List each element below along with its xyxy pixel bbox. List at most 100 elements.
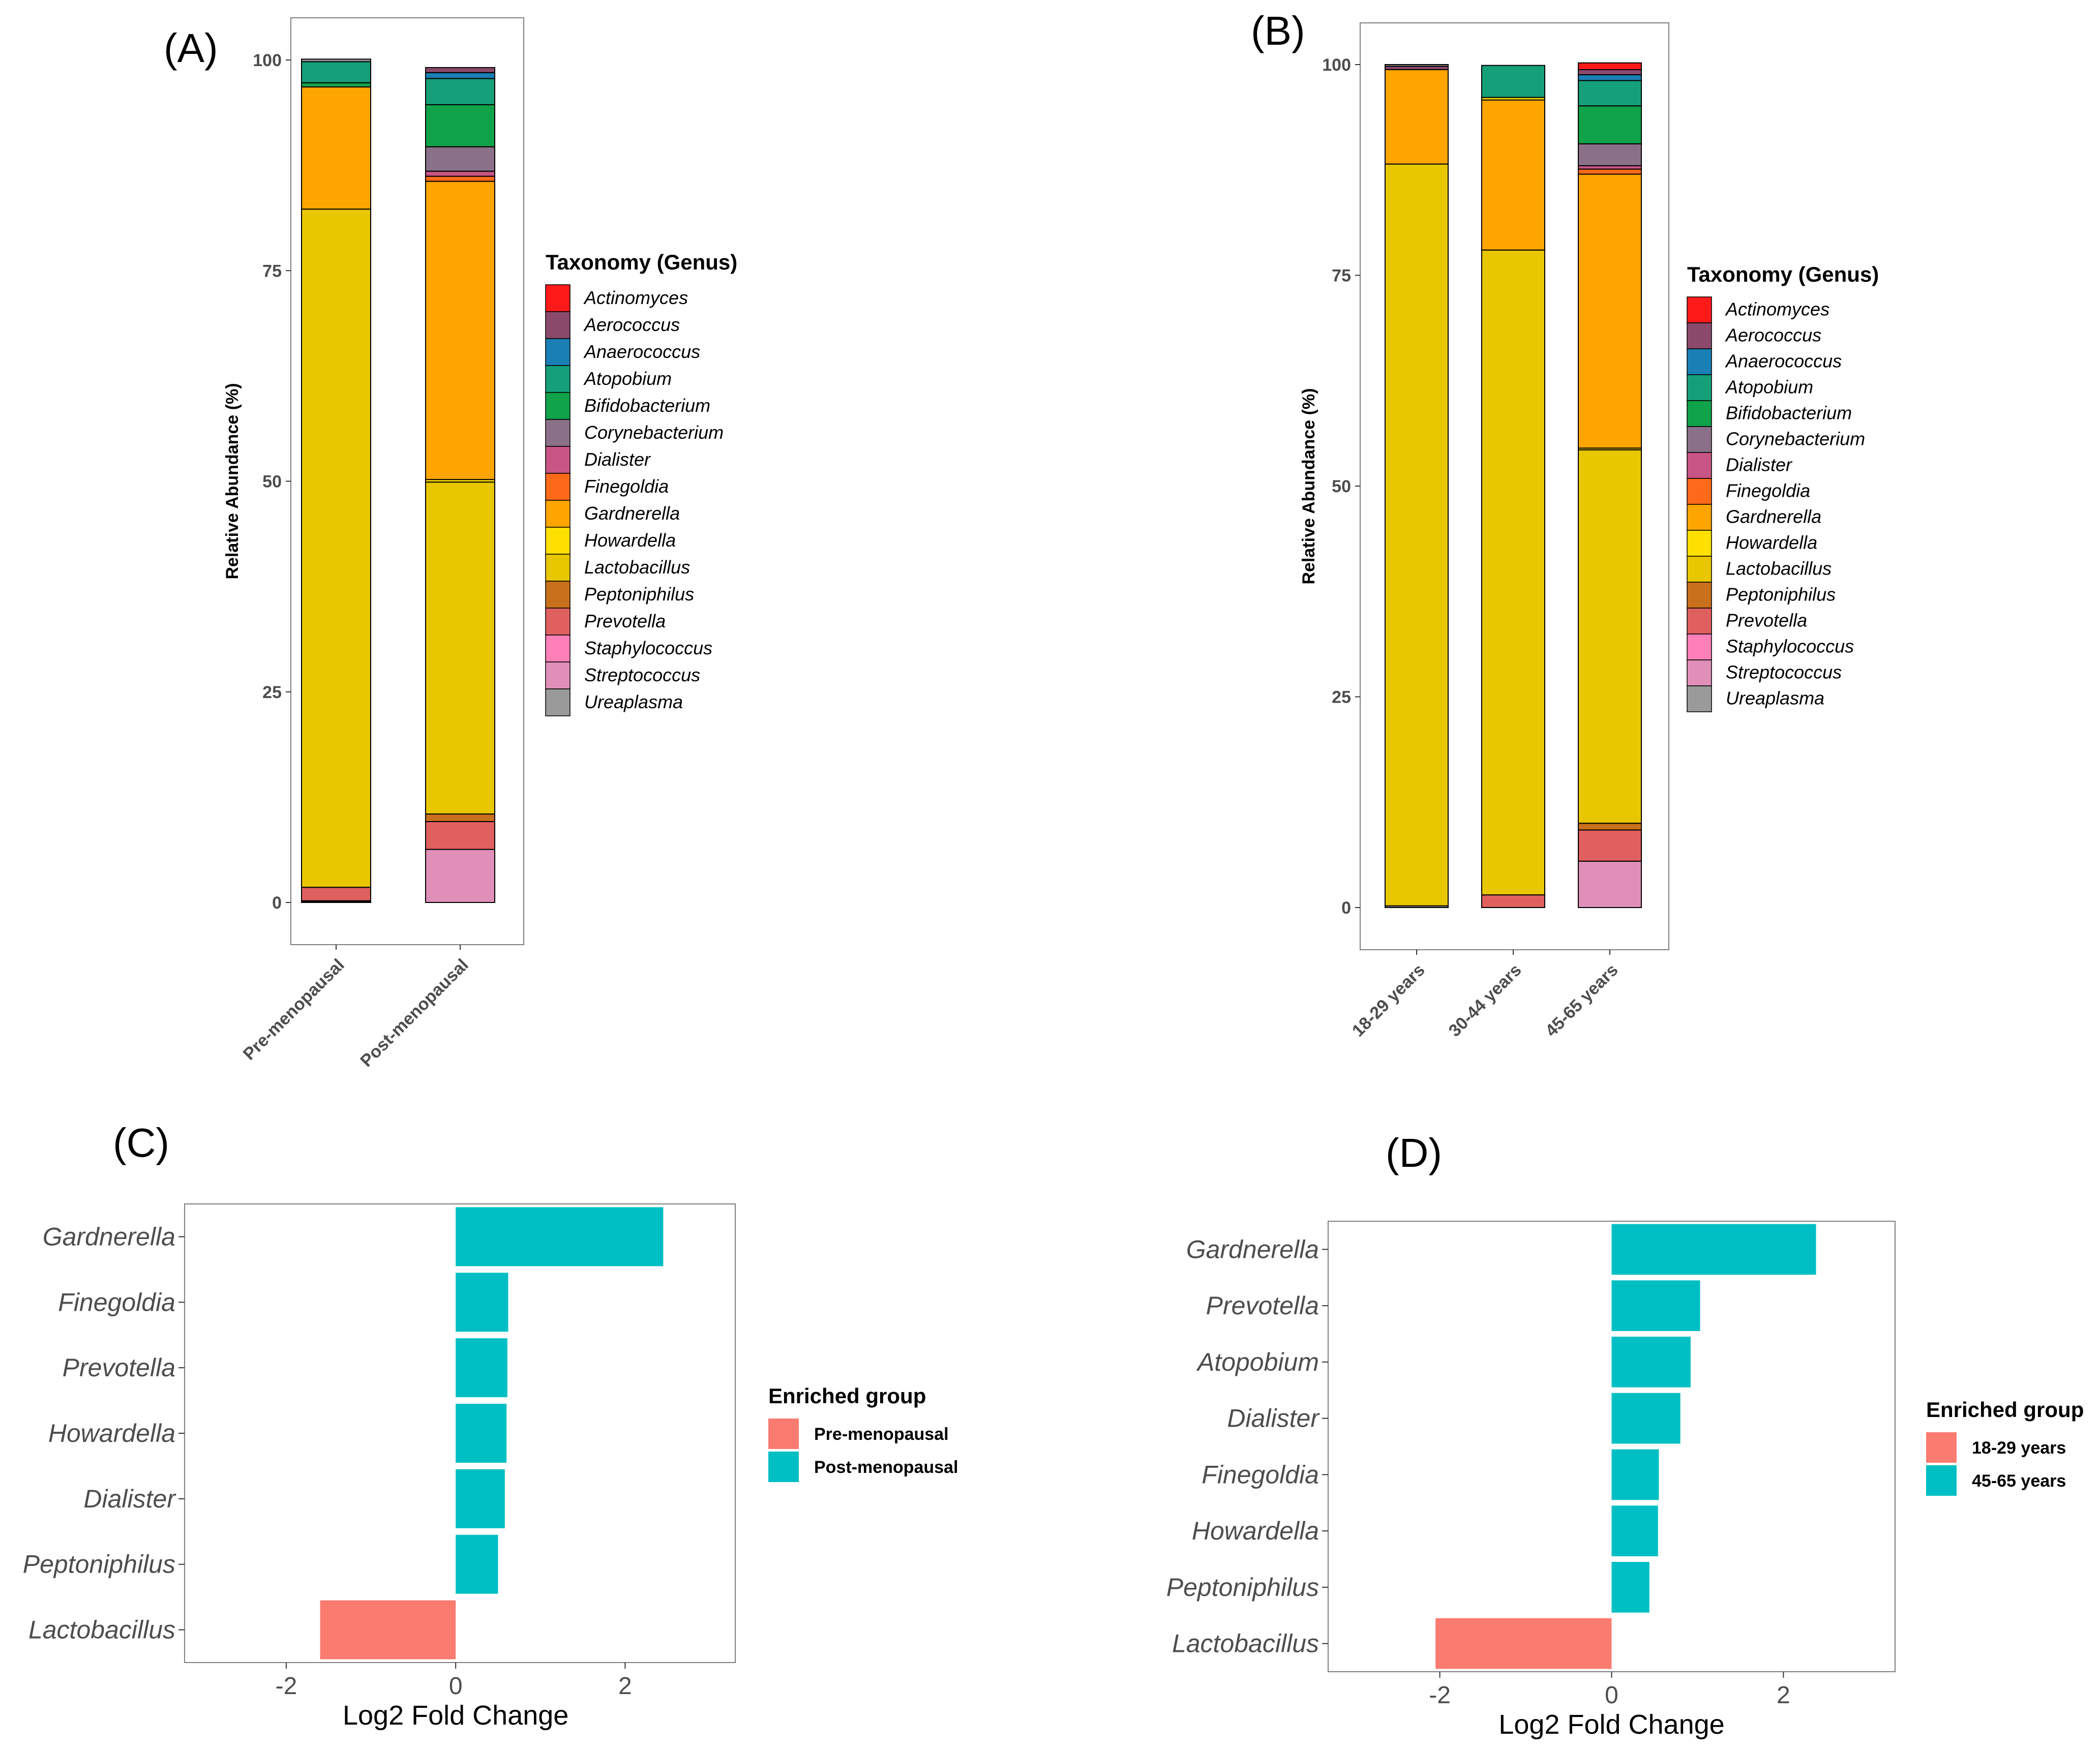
legend-label-18-29-years: 18-29 years <box>1972 1438 2066 1458</box>
legend-swatch-ureaplasma <box>545 688 571 716</box>
legend-title: Enriched group <box>768 1384 926 1408</box>
legend-swatch-gardnerella <box>1687 504 1712 531</box>
legend-label-peptoniphilus: Peptoniphilus <box>584 584 694 605</box>
legend-label-anaerococcus: Anaerococcus <box>583 341 700 362</box>
bar-segment-gardnerella <box>301 86 371 210</box>
y-tick-label: 50 <box>1332 477 1351 496</box>
x-tick-label: 45-65 years <box>1542 960 1622 1041</box>
legend-label-actinomyces: Actinomyces <box>1725 299 1829 320</box>
bar-lactobacillus <box>320 1600 456 1660</box>
legend-swatch-prevotella <box>1687 608 1712 635</box>
bar-segment-lactobacillus <box>1578 449 1642 824</box>
category-label-atopobium: Atopobium <box>1196 1348 1319 1376</box>
legend-swatch-staphylococcus <box>545 635 571 662</box>
category-label-gardnerella: Gardnerella <box>43 1222 175 1251</box>
x-tick-label: 0 <box>449 1673 463 1700</box>
x-tick-label: 18-29 years <box>1348 960 1429 1041</box>
legend-swatch-howardella <box>1687 530 1712 557</box>
legend-label-dialister: Dialister <box>584 449 651 470</box>
x-tick-label: 2 <box>618 1673 632 1700</box>
bar-segment-streptococcus <box>425 849 495 903</box>
legend-swatch-gardnerella <box>545 500 571 528</box>
bar-segment-gardnerella <box>425 180 495 480</box>
category-label-lactobacillus: Lactobacillus <box>1172 1630 1319 1658</box>
legend-label-anaerococcus: Anaerococcus <box>1725 351 1842 372</box>
bar-segment-bifidobacterium <box>301 82 371 88</box>
legend-title: Taxonomy (Genus) <box>546 250 737 274</box>
legend-swatch-aerococcus <box>545 311 571 339</box>
legend-label-bifidobacterium: Bifidobacterium <box>584 395 710 416</box>
legend-label-gardnerella: Gardnerella <box>584 503 680 524</box>
legend-label-gardnerella: Gardnerella <box>1726 506 1821 527</box>
legend-swatch-staphylococcus <box>1687 633 1712 660</box>
legend-swatch-actinomyces <box>545 284 571 312</box>
legend-swatch-corynebacterium <box>1687 426 1712 453</box>
panel-label-a: (A) <box>164 25 218 71</box>
legend-swatch-bifidobacterium <box>1687 400 1712 427</box>
legend-label-howardella: Howardella <box>1726 532 1817 553</box>
bar-segment-lactobacillus <box>425 481 495 815</box>
legend-swatch-peptoniphilus <box>1687 582 1712 609</box>
bar-segment-corynebacterium <box>1578 143 1642 166</box>
y-tick-label: 75 <box>262 261 282 281</box>
legend-label-streptococcus: Streptococcus <box>584 665 700 685</box>
legend-label-prevotella: Prevotella <box>584 611 666 631</box>
y-tick-label: 0 <box>272 893 282 913</box>
legend-swatch-atopobium <box>1687 374 1712 401</box>
legend-swatch-prevotella <box>545 608 571 636</box>
bar-segment-lactobacillus <box>1385 163 1449 907</box>
x-tick-label: Pre-menopausal <box>239 955 348 1064</box>
y-tick-label: 100 <box>1322 55 1351 75</box>
legend-label-staphylococcus: Staphylococcus <box>584 638 712 658</box>
panel-label-b: (B) <box>1251 8 1305 53</box>
category-label-finegoldia: Finegoldia <box>58 1288 175 1316</box>
y-axis-label: Relative Abundance (%) <box>1299 388 1318 584</box>
legend-label-aerococcus: Aerococcus <box>583 314 680 335</box>
bar-finegoldia <box>456 1273 508 1332</box>
x-tick-label: Post-menopausal <box>356 955 472 1071</box>
bar-segment-atopobium <box>1578 80 1642 107</box>
y-tick-label: 25 <box>1332 688 1351 707</box>
bar-segment-streptococcus <box>1578 860 1642 909</box>
bar-segment-prevotella <box>1481 894 1545 909</box>
x-tick-label: -2 <box>276 1673 297 1700</box>
x-axis-title: Log2 Fold Change <box>1498 1709 1724 1740</box>
legend-label-peptoniphilus: Peptoniphilus <box>1726 584 1836 605</box>
bar-atopobium <box>1611 1337 1691 1387</box>
bar-segment-finegoldia <box>1578 168 1642 175</box>
bar-segment-atopobium <box>1481 65 1545 98</box>
bar-segment-gardnerella <box>1578 173 1642 449</box>
bar-segment-finegoldia <box>425 175 495 182</box>
legend-swatch-finegoldia <box>545 473 571 501</box>
legend-label-ureaplasma: Ureaplasma <box>584 691 683 712</box>
legend-swatch-streptococcus <box>1687 659 1712 686</box>
category-label-howardella: Howardella <box>1192 1517 1319 1545</box>
category-label-finegoldia: Finegoldia <box>1202 1460 1319 1489</box>
bar-segment-atopobium <box>301 61 371 83</box>
legend-swatch-ureaplasma <box>1687 685 1712 712</box>
x-axis-title: Log2 Fold Change <box>343 1700 568 1731</box>
bar-howardella <box>456 1404 507 1463</box>
legend-label-actinomyces: Actinomyces <box>583 287 688 308</box>
bar-segment-corynebacterium <box>425 146 495 172</box>
y-axis-label: Relative Abundance (%) <box>223 383 242 579</box>
bar-howardella <box>1611 1505 1658 1556</box>
legend-swatch-anaerococcus <box>1687 348 1712 375</box>
panel-label-d: (D) <box>1386 1130 1442 1175</box>
legend-swatch-howardella <box>545 527 571 555</box>
bar-segment-gardnerella <box>1481 99 1545 251</box>
x-tick-label: 0 <box>1605 1682 1618 1709</box>
legend-label-streptococcus: Streptococcus <box>1726 662 1842 683</box>
legend-label-howardella: Howardella <box>584 530 676 551</box>
legend-swatch-finegoldia <box>1687 478 1712 505</box>
legend-label-atopobium: Atopobium <box>583 368 672 389</box>
bar-peptoniphilus <box>1611 1562 1649 1613</box>
bar-segment-dialister <box>425 170 495 177</box>
x-tick-label: 2 <box>1777 1682 1790 1709</box>
category-label-lactobacillus: Lactobacillus <box>28 1616 175 1644</box>
x-tick-label: -2 <box>1429 1682 1451 1709</box>
bar-peptoniphilus <box>456 1534 498 1594</box>
bar-dialister <box>1611 1393 1681 1444</box>
chart-c: Gardnerella Finegoldia Prevotella Howardell… <box>23 1203 958 1731</box>
legend-swatch-atopobium <box>545 365 571 393</box>
